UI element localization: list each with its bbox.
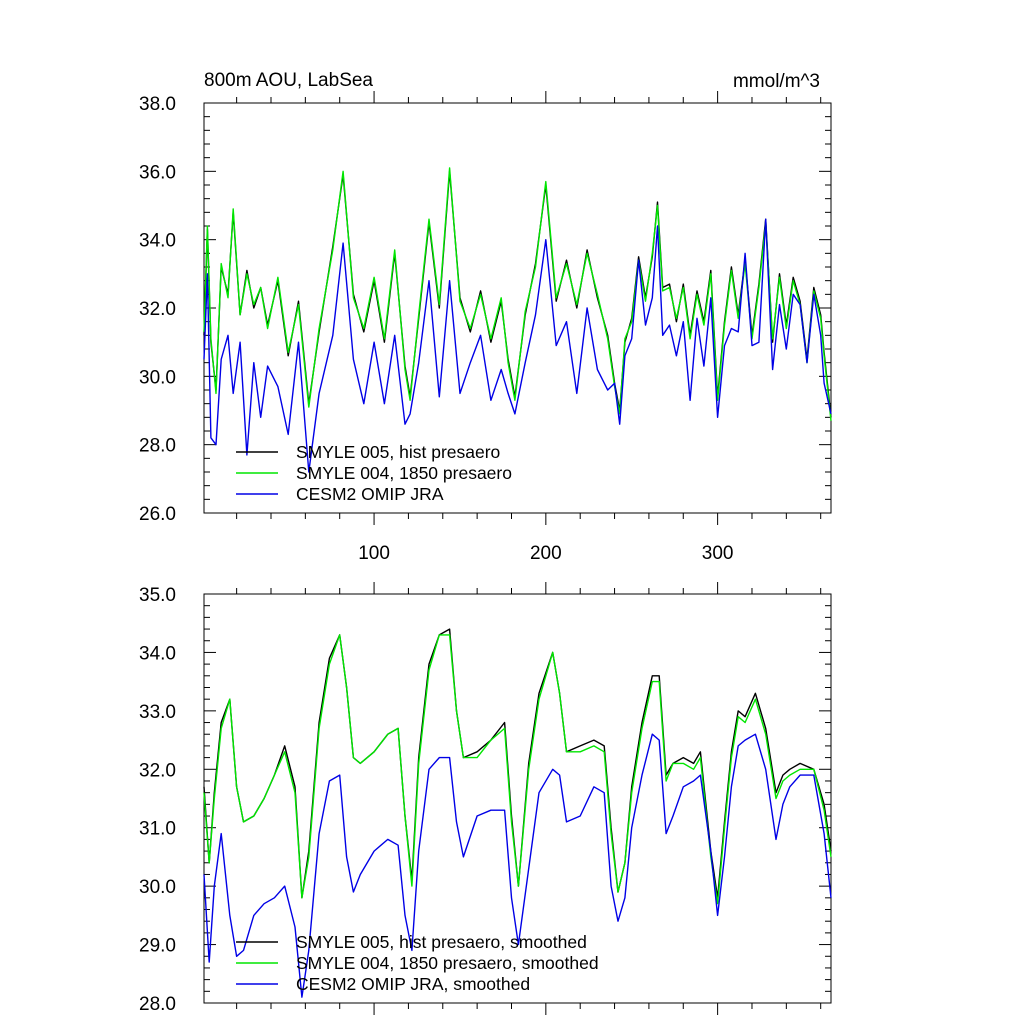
bottom-legend-label-0: SMYLE 005, hist presaero, smoothed	[296, 932, 587, 952]
top-y-tick-label: 38.0	[139, 94, 176, 115]
bottom-series-line-2	[203, 733, 832, 998]
bottom-y-tick-label: 35.0	[139, 585, 176, 606]
bottom-series-line-1	[203, 634, 832, 905]
top-panel: 800m AOU, LabSea mmol/m^3 26.0 28.0 30.0 32…	[139, 70, 832, 564]
bottom-legend-label-1: SMYLE 004, 1850 presaero, smoothed	[296, 953, 599, 973]
top-y-tick-label: 26.0	[139, 504, 176, 525]
bottom-legend-label-2: CESM2 OMIP JRA, smoothed	[296, 974, 530, 994]
top-legend-label-2: CESM2 OMIP JRA	[296, 484, 444, 504]
top-y-tick-label: 28.0	[139, 436, 176, 457]
bottom-y-tick-label: 29.0	[139, 936, 176, 957]
top-panel-title: 800m AOU, LabSea	[204, 70, 373, 91]
bottom-panel: 28.0 29.0 30.0 31.0 32.0 33.0 34.0 35.0 SMYLE 00…	[139, 582, 832, 1015]
top-y-tick-label: 32.0	[139, 299, 176, 320]
bottom-series-line-0	[203, 628, 832, 899]
bottom-y-tick-label: 30.0	[139, 877, 176, 898]
top-y-tick-label: 30.0	[139, 367, 176, 388]
bottom-y-tick-label: 33.0	[139, 702, 176, 723]
top-series-line-2	[203, 218, 832, 473]
top-series-line-1	[203, 167, 832, 421]
top-legend-label-0: SMYLE 005, hist presaero	[296, 442, 500, 462]
bottom-y-tick-label: 32.0	[139, 760, 176, 781]
top-panel-units: mmol/m^3	[733, 71, 820, 92]
top-y-tick-label: 34.0	[139, 231, 176, 252]
top-x-tick-label: 300	[702, 543, 734, 564]
top-x-tick-label: 100	[358, 543, 390, 564]
top-y-tick-label: 36.0	[139, 162, 176, 183]
bottom-y-tick-label: 34.0	[139, 643, 176, 664]
top-legend-label-1: SMYLE 004, 1850 presaero	[296, 463, 512, 483]
top-x-tick-label: 200	[530, 543, 562, 564]
bottom-y-tick-label: 31.0	[139, 819, 176, 840]
bottom-y-tick-label: 28.0	[139, 994, 176, 1015]
